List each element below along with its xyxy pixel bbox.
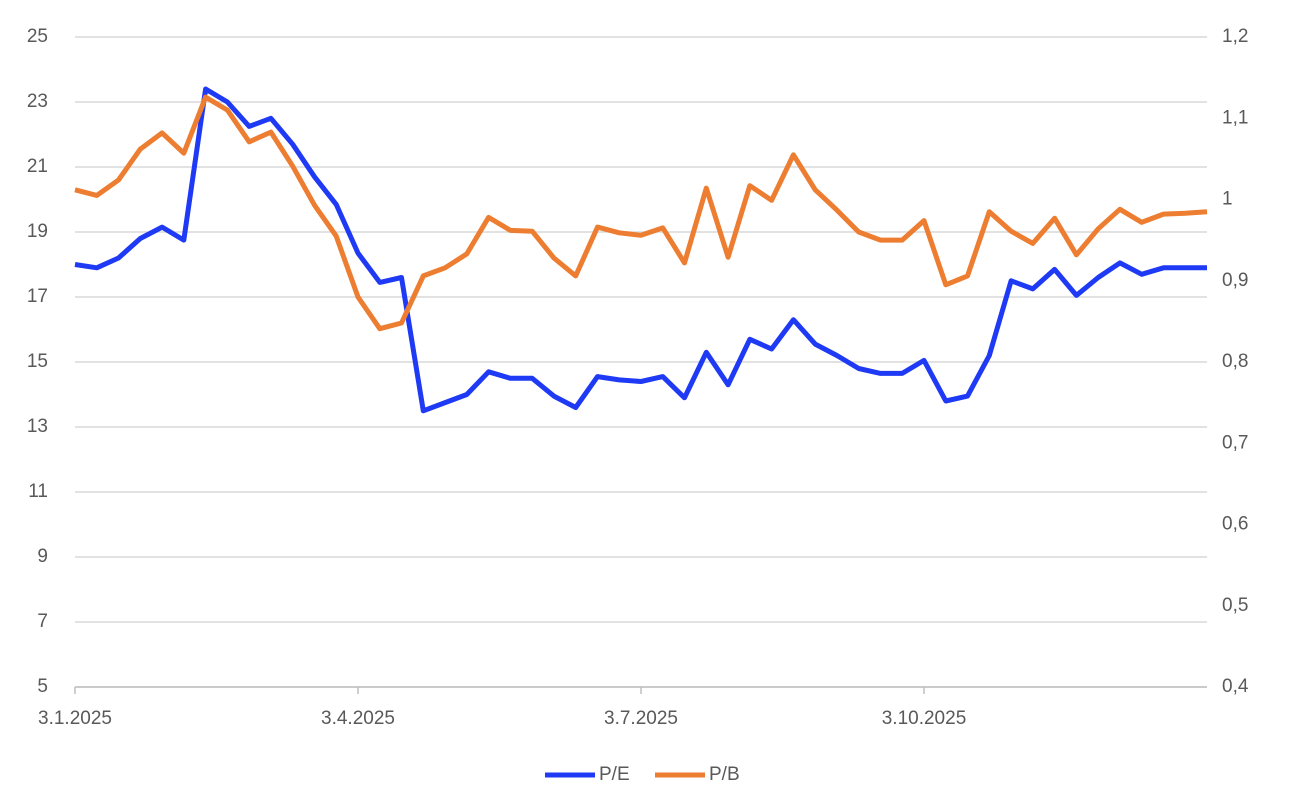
- x-tick-label: 3.10.2025: [882, 708, 967, 729]
- series-line: [74, 94, 1208, 332]
- x-tick-label: 3.4.2025: [321, 708, 395, 729]
- legend-label: P/B: [709, 764, 740, 785]
- y2-tick-label: 0,9: [1222, 270, 1248, 291]
- y-tick-label: 17: [27, 286, 48, 307]
- y-tick-label: 15: [27, 351, 48, 372]
- y-tick-label: 19: [27, 221, 48, 242]
- y2-tick-label: 0,7: [1222, 432, 1248, 453]
- y-tick-label: 25: [27, 26, 48, 47]
- y2-tick-label: 0,5: [1222, 595, 1248, 616]
- y2-tick-label: 0,4: [1222, 676, 1249, 697]
- x-tick-label: 3.1.2025: [38, 708, 112, 729]
- y-tick-label: 7: [37, 611, 48, 632]
- series-line: [74, 86, 1207, 414]
- y2-tick-label: 0,6: [1222, 514, 1248, 535]
- legend-label: P/E: [599, 764, 630, 785]
- y2-tick-label: 1: [1222, 189, 1233, 210]
- x-tick-label: 3.7.2025: [604, 708, 678, 729]
- y-tick-label: 13: [27, 416, 48, 437]
- y-tick-label: 5: [37, 676, 48, 697]
- y-tick-label: 21: [27, 156, 48, 177]
- y2-tick-label: 0,8: [1222, 351, 1248, 372]
- y-tick-label: 9: [37, 546, 48, 567]
- y-tick-label: 23: [27, 91, 48, 112]
- y2-tick-label: 1,2: [1222, 26, 1248, 47]
- y-tick-label: 11: [28, 481, 48, 502]
- y2-tick-label: 1,1: [1222, 107, 1248, 128]
